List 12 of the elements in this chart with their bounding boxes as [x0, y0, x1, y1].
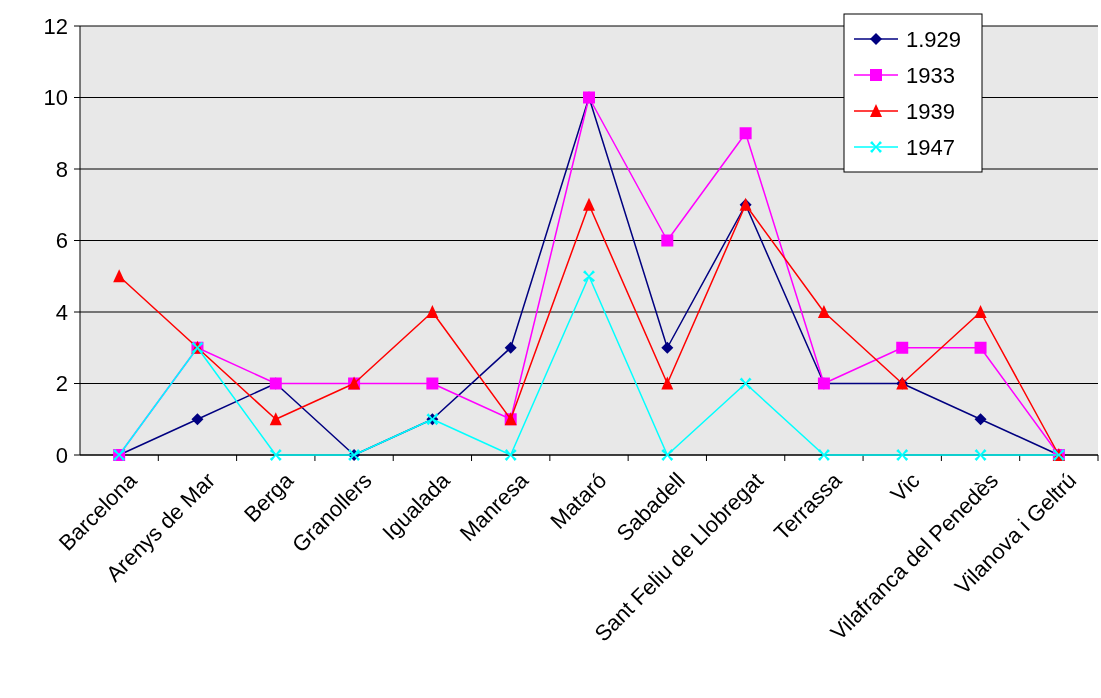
legend-label: 1947	[906, 134, 955, 160]
y-tick-label: 2	[55, 371, 68, 397]
y-tick-label: 10	[43, 85, 68, 111]
legend-label: 1.929	[906, 26, 962, 52]
y-tick-label: 12	[43, 13, 68, 39]
legend-label: 1939	[906, 98, 955, 124]
y-tick-label: 0	[55, 442, 68, 468]
legend-label: 1933	[906, 62, 955, 88]
x-tick-label: Vic	[885, 467, 925, 507]
y-tick-label: 6	[55, 228, 68, 254]
y-tick-label: 8	[55, 156, 68, 182]
y-tick-label: 4	[55, 299, 68, 325]
